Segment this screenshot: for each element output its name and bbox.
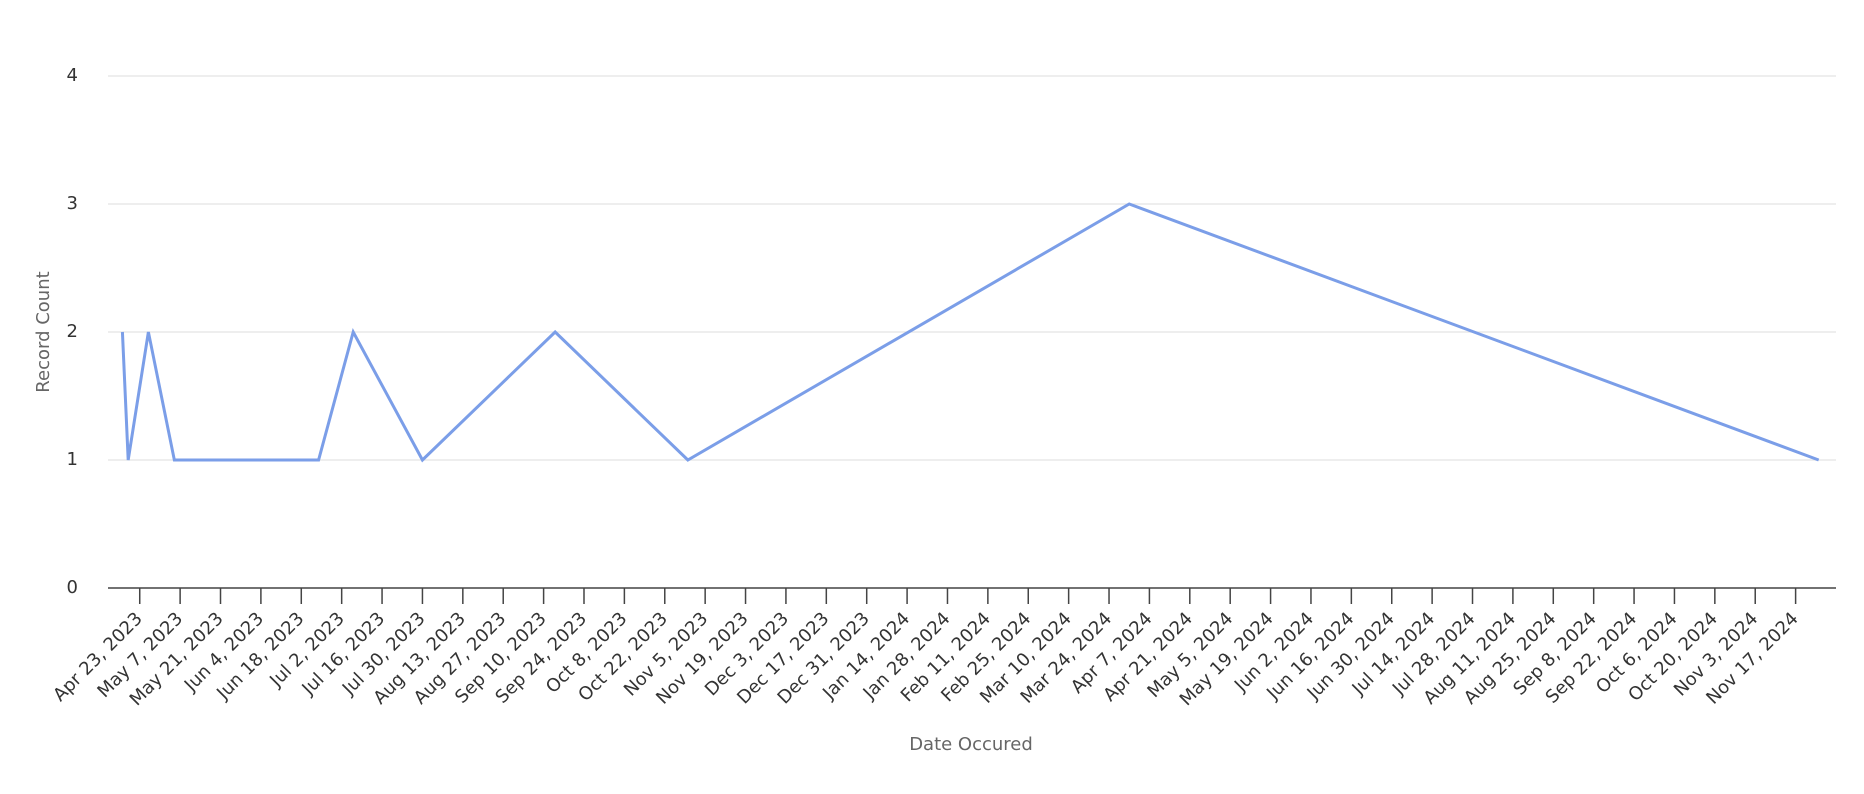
data-line [120,202,1820,463]
y-tick-label: 2 [67,321,78,342]
y-tick-label: 1 [67,449,78,470]
y-axis-title: Record Count [33,271,54,392]
y-tick-label: 4 [67,65,78,86]
y-tick-label: 0 [67,577,78,598]
x-axis-title: Date Occured [909,734,1033,755]
y-tick-label: 3 [67,193,78,214]
